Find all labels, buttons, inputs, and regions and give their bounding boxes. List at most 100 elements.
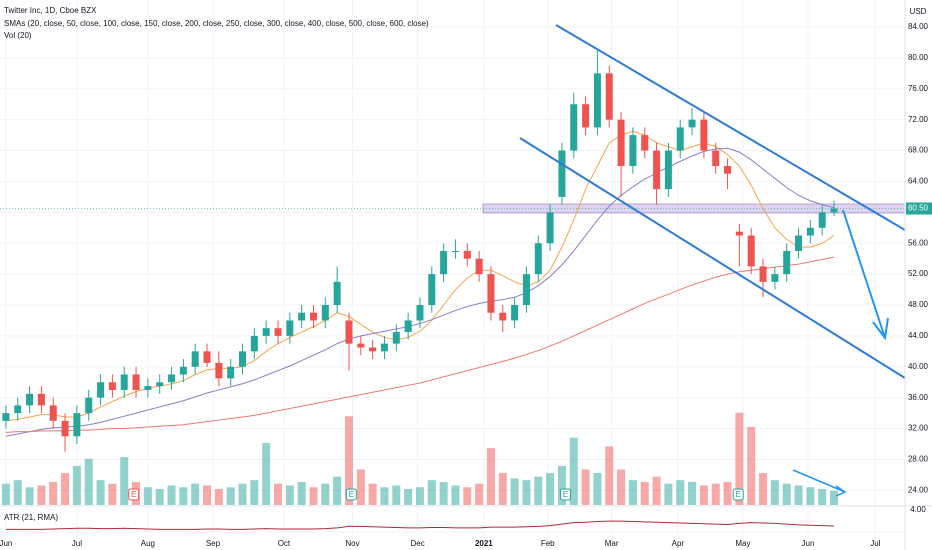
currency: USD <box>910 7 927 16</box>
volume-bar <box>214 489 223 505</box>
y-tick-label: 84.00 <box>908 22 929 31</box>
candle-body <box>73 413 81 437</box>
candle-body <box>120 374 128 390</box>
volume-bar <box>581 469 590 505</box>
volume-bar <box>546 473 555 505</box>
volume-bar <box>522 480 531 505</box>
candle-body <box>641 135 649 151</box>
x-tick-label: Oct <box>278 539 291 548</box>
candle-body <box>688 119 696 128</box>
candle-body <box>582 104 590 128</box>
volume-bar <box>13 480 22 505</box>
candle-body <box>239 351 247 367</box>
volume-bar <box>238 483 247 505</box>
volume-bar <box>203 485 212 505</box>
volume-bar <box>1 483 10 505</box>
earnings-label: E <box>349 490 354 499</box>
channel-upper <box>555 24 906 231</box>
y-tick-label: 44.00 <box>908 331 929 340</box>
candle-body <box>2 413 10 421</box>
candle-body <box>286 320 294 336</box>
sma-legend: SMAs (20, close, 50, close, 100, close, … <box>4 19 429 28</box>
candle-body <box>653 150 661 190</box>
volume-bar <box>333 476 342 505</box>
channel-lower <box>519 137 906 379</box>
candle-body <box>97 382 105 398</box>
volume-bar <box>770 480 779 505</box>
x-tick-label: Mar <box>605 539 619 548</box>
grid <box>0 0 905 540</box>
y-tick-label: 76.00 <box>908 84 929 93</box>
y-tick-label: 32.00 <box>908 424 929 433</box>
earnings-label: E <box>563 490 568 499</box>
volume-bar <box>309 487 318 505</box>
candle-body <box>499 312 507 321</box>
candle-body <box>700 119 708 151</box>
volume-bar <box>321 483 330 505</box>
candle-body <box>605 73 613 120</box>
candle-body <box>203 351 211 363</box>
volume-bar <box>415 487 424 505</box>
y-tick-label: 52.00 <box>908 269 929 278</box>
candle-body <box>735 231 743 236</box>
volume-bar <box>569 437 578 505</box>
x-tick-label: Jun <box>802 539 815 548</box>
volume-bar <box>262 442 271 505</box>
candle-body <box>392 332 400 344</box>
candle-body <box>369 347 377 352</box>
candle-body <box>132 374 140 390</box>
volume-bar <box>451 485 460 505</box>
volume-bar <box>711 483 720 505</box>
volume-bar <box>96 480 105 505</box>
volume-bar <box>274 483 283 505</box>
candle-body <box>451 250 459 252</box>
candle-body <box>156 382 164 387</box>
candle-body <box>85 397 93 414</box>
volume-legend: Vol (20) <box>4 31 32 40</box>
candle-body <box>168 374 176 383</box>
candle-body <box>416 305 424 321</box>
x-tick-label: 2021 <box>475 539 493 548</box>
candle-body <box>179 366 187 375</box>
candle-body <box>830 208 838 213</box>
volume-bar <box>747 426 756 505</box>
volume-arrow <box>792 469 847 497</box>
candle-body <box>61 420 69 437</box>
candle-body <box>712 150 720 167</box>
x-tick-label: Jul <box>72 539 82 548</box>
volume-bar <box>404 489 413 505</box>
volume-bar <box>155 489 164 505</box>
volume-bar <box>49 481 58 505</box>
sma-line <box>5 256 835 433</box>
x-tick-label: Sep <box>206 539 221 548</box>
volume-bar <box>605 446 614 505</box>
earnings-badge <box>128 488 140 501</box>
arrow-down <box>842 209 889 341</box>
y-tick-label: 24.00 <box>908 485 929 494</box>
y-tick-label: 80.00 <box>908 53 929 62</box>
volume-bar <box>557 465 566 505</box>
candle-body <box>440 250 448 275</box>
volume-bar <box>250 480 259 505</box>
last-price-box <box>906 202 932 215</box>
candle-body <box>783 250 791 275</box>
chart-title: Twitter Inc, 1D, Cboe BZX <box>4 6 97 15</box>
candle-body <box>806 227 814 236</box>
volume-bar <box>297 481 306 505</box>
volume-bar <box>463 487 472 505</box>
candle-body <box>747 235 755 267</box>
volume-bar <box>191 483 200 505</box>
candle-body <box>262 328 270 336</box>
candle-body <box>759 266 767 282</box>
candle-body <box>37 393 45 406</box>
candle-body <box>724 166 732 174</box>
y-tick-label: 40.00 <box>908 362 929 371</box>
volume-bar <box>640 481 649 505</box>
volume-bar <box>664 483 673 505</box>
x-tick-label: Feb <box>541 539 555 548</box>
volume-bar <box>226 487 235 505</box>
candle-body <box>629 135 637 167</box>
atr-line <box>5 520 835 530</box>
